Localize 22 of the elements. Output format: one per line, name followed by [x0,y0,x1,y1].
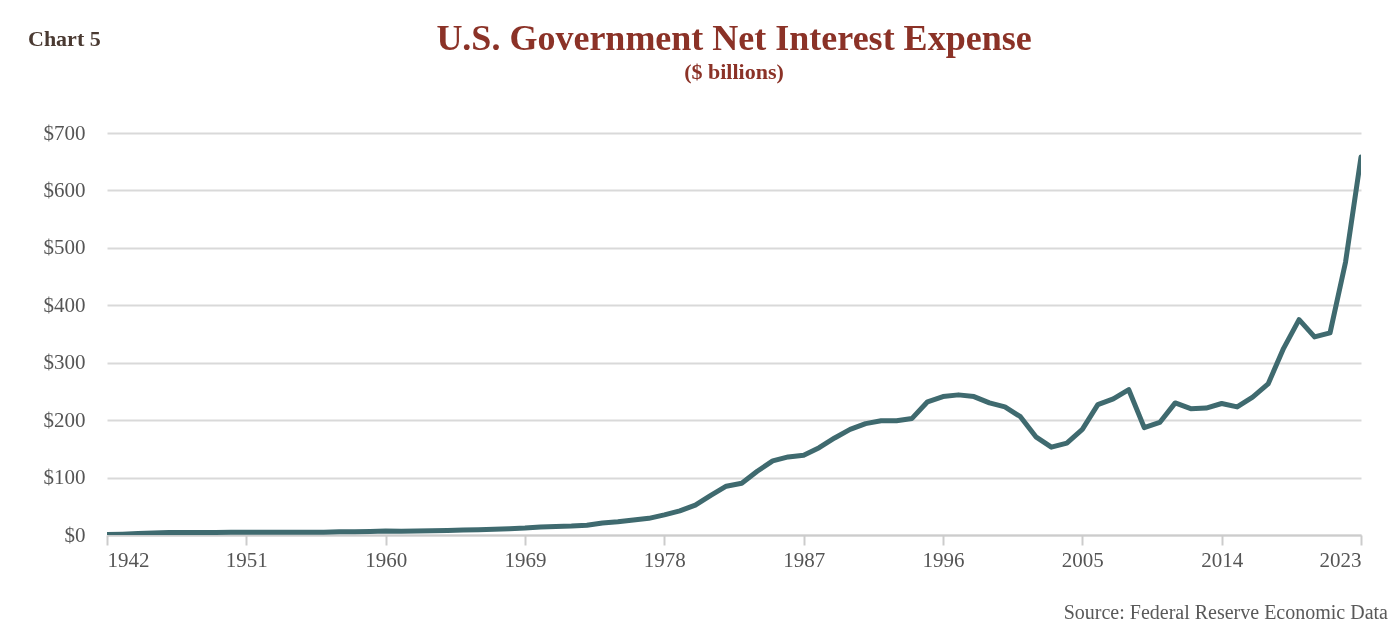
caption: Chart 5 [28,26,101,52]
chart-subtitle: ($ billions) [684,59,784,84]
source-note: Source: Federal Reserve Economic Data [1063,601,1388,624]
x-tick-label: 1987 [783,547,826,572]
y-tick-label: $600 [43,177,86,202]
x-tick-label: 2005 [1061,547,1104,572]
x-tick-label: 1978 [643,547,686,572]
y-tick-label: $100 [43,465,86,490]
x-tick-label: 2014 [1201,547,1244,572]
y-tick-label: $0 [64,522,86,547]
x-tick-label: 1960 [365,547,408,572]
x-tick-label: 1951 [225,547,268,572]
x-tick-label: 1996 [922,547,965,572]
x-tick-label: 2023 [1319,547,1362,572]
x-tick-label: 1942 [107,547,150,572]
y-tick-label: $500 [43,235,86,260]
chart-title: U.S. Government Net Interest Expense [436,18,1032,58]
y-tick-label: $400 [43,292,86,317]
y-tick-label: $200 [43,407,86,432]
x-tick-label: 1969 [504,547,547,572]
y-tick-label: $300 [43,350,86,375]
y-tick-label: $700 [43,120,86,145]
